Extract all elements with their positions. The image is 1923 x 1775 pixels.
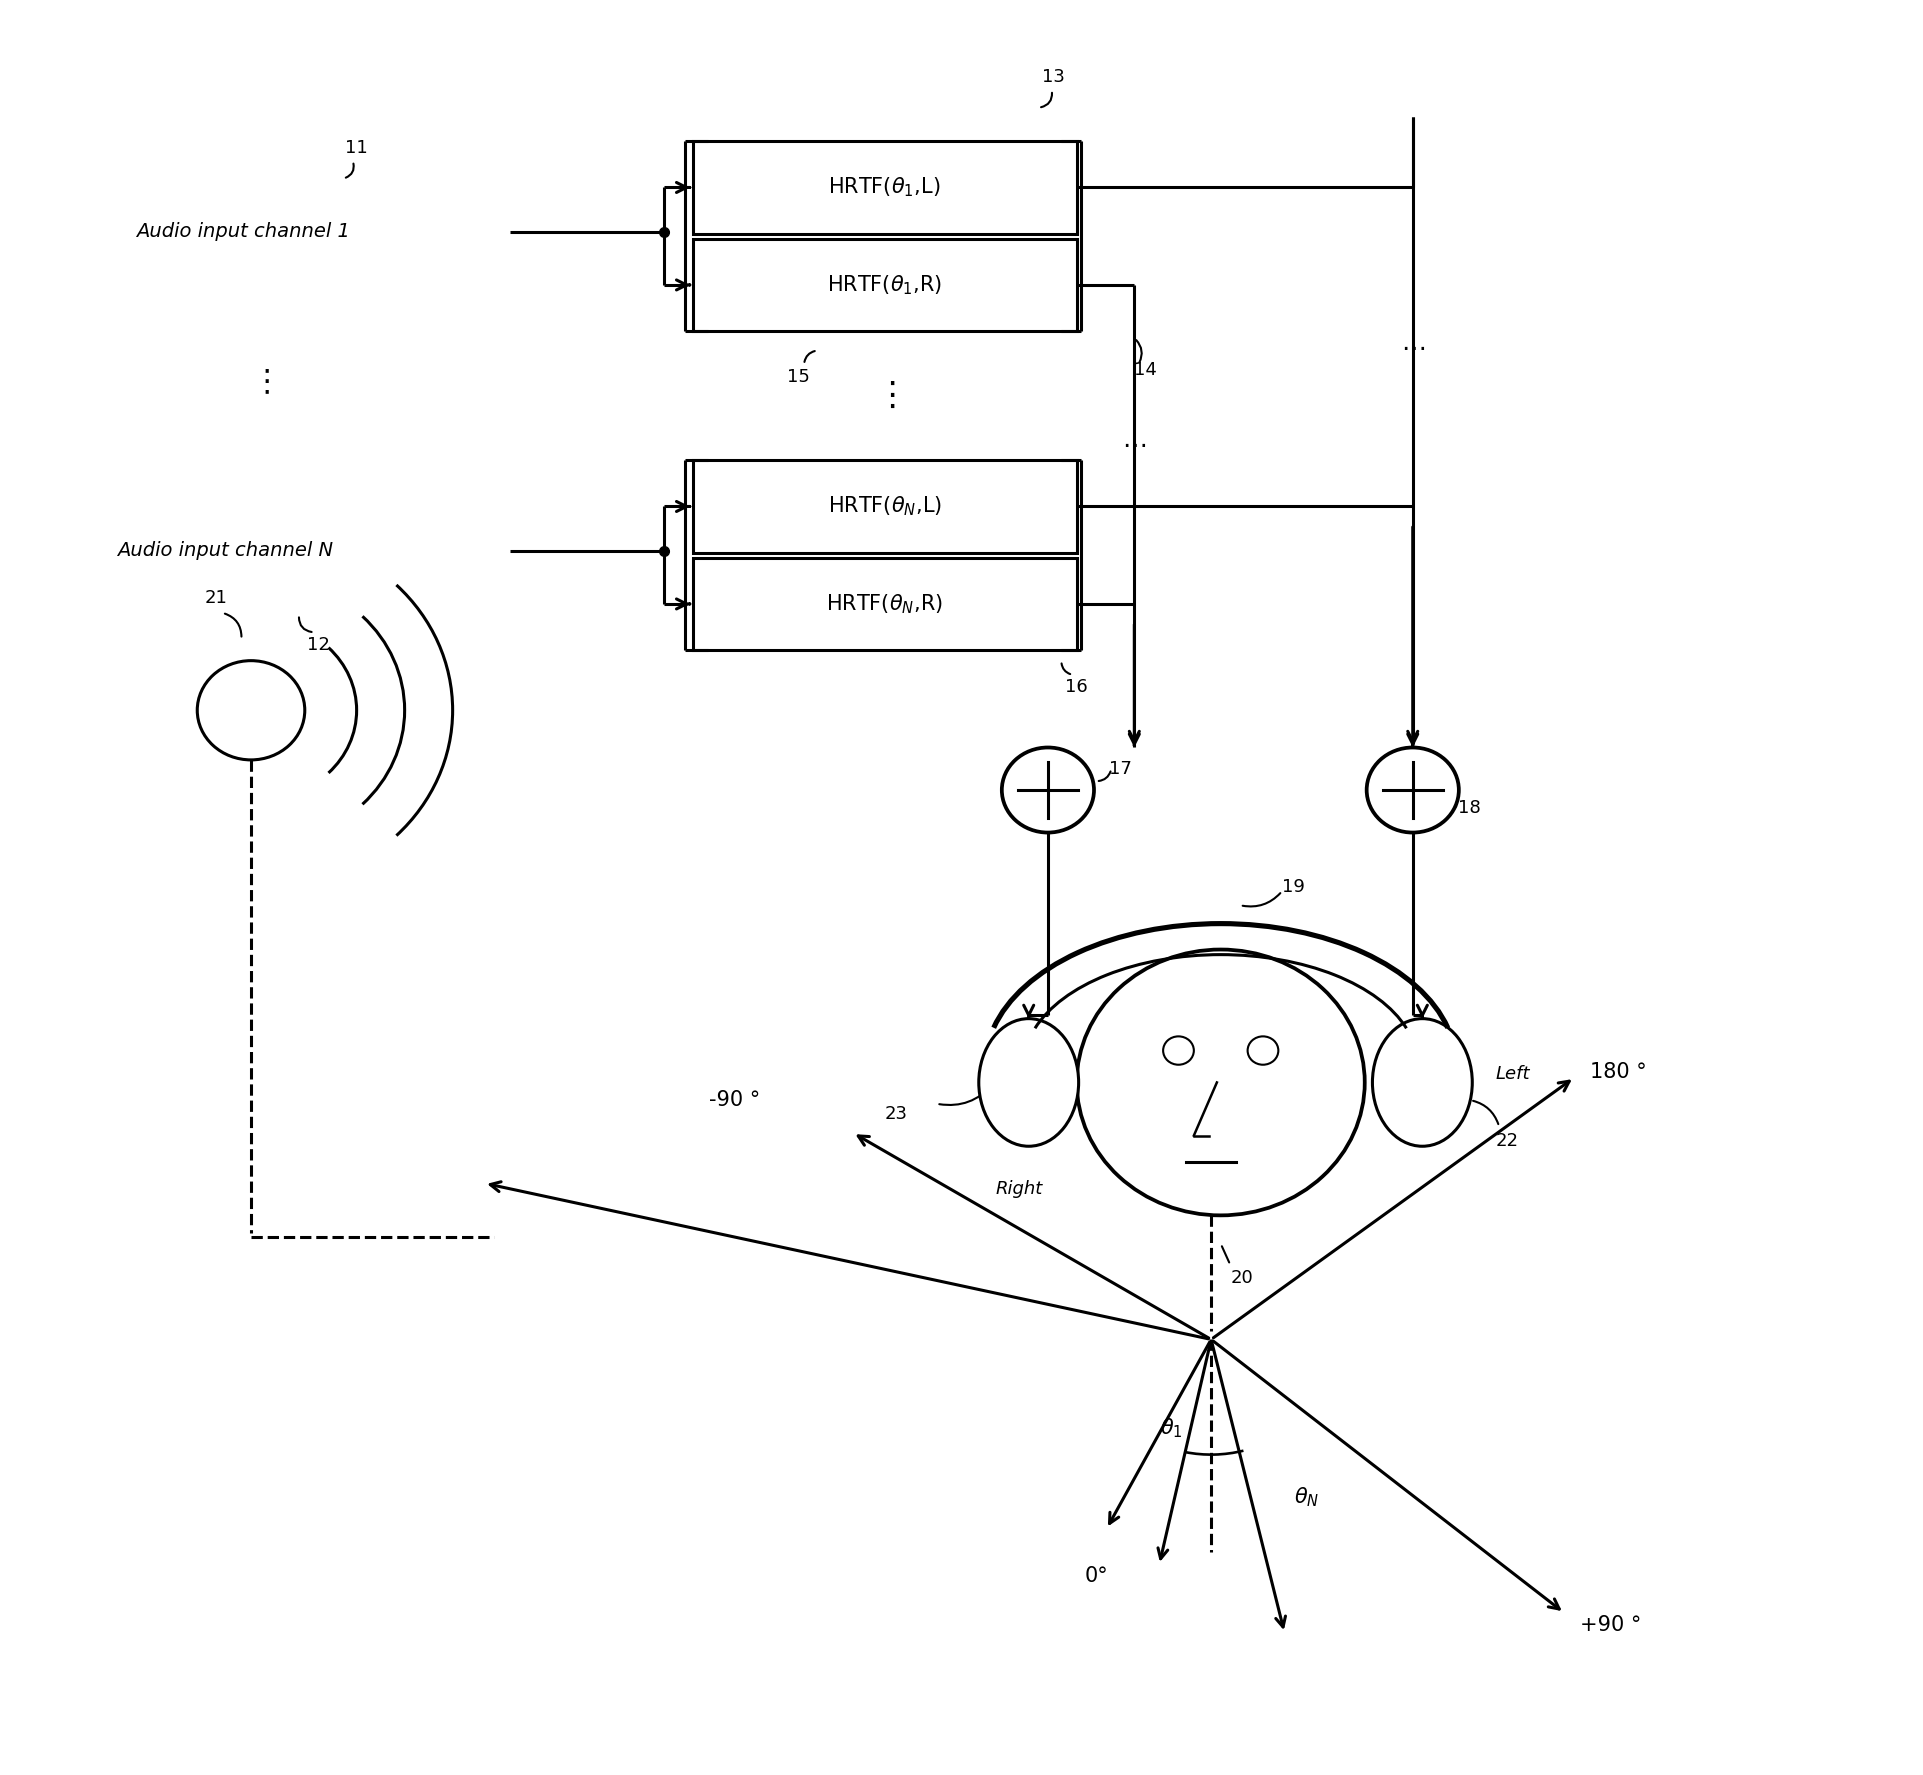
FancyBboxPatch shape [692,142,1077,234]
Text: 23: 23 [885,1106,908,1124]
Circle shape [1077,950,1365,1216]
Text: $\vdots$: $\vdots$ [875,380,894,412]
Text: HRTF($\theta_N$,R): HRTF($\theta_N$,R) [827,593,942,616]
Text: 14: 14 [1135,360,1158,380]
Text: HRTF($\theta_N$,L): HRTF($\theta_N$,L) [827,495,942,518]
Text: HRTF($\theta_1$,L): HRTF($\theta_1$,L) [829,176,940,199]
FancyBboxPatch shape [692,557,1077,650]
Ellipse shape [1373,1019,1473,1147]
Text: $\theta_1$: $\theta_1$ [1160,1416,1183,1440]
Text: $\cdots$: $\cdots$ [1123,433,1146,456]
Text: +90 °: +90 ° [1579,1615,1640,1635]
Text: Left: Left [1496,1065,1531,1083]
Circle shape [1367,747,1460,832]
Text: 21: 21 [206,589,229,607]
Text: Audio input channel 1: Audio input channel 1 [137,222,350,241]
Text: HRTF($\theta_1$,R): HRTF($\theta_1$,R) [827,273,942,296]
Text: 11: 11 [346,140,367,158]
Text: 17: 17 [1110,760,1133,777]
Text: $\vdots$: $\vdots$ [252,367,269,398]
Text: $\theta_N$: $\theta_N$ [1294,1486,1319,1509]
FancyBboxPatch shape [692,460,1077,552]
Text: 180 °: 180 ° [1590,1061,1646,1081]
Text: 22: 22 [1496,1132,1519,1150]
Text: 0°: 0° [1085,1566,1110,1587]
Text: 15: 15 [787,367,810,387]
Text: -90 °: -90 ° [710,1090,760,1109]
Text: 13: 13 [1042,69,1065,87]
Text: Right: Right [996,1180,1042,1198]
Ellipse shape [979,1019,1079,1147]
Text: 20: 20 [1231,1269,1254,1287]
Circle shape [1002,747,1094,832]
Text: $\cdots$: $\cdots$ [1400,335,1425,359]
Text: ~18: ~18 [1444,799,1481,816]
Text: 19: 19 [1283,879,1306,896]
Text: 12: 12 [308,635,329,653]
Circle shape [198,660,304,760]
Text: 16: 16 [1065,678,1088,696]
Text: Audio input channel N: Audio input channel N [117,541,333,561]
FancyBboxPatch shape [692,240,1077,330]
